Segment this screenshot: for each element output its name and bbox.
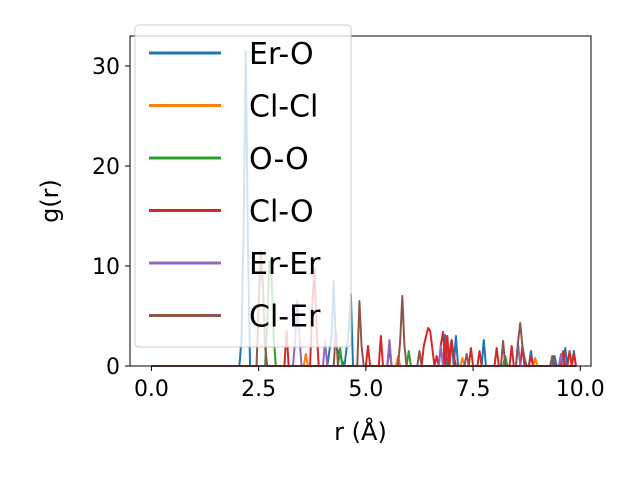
x-axis-label: r (Å) [334,417,387,446]
legend-label-er-er: Er-Er [249,247,321,282]
legend-label-cl-er: Cl-Er [249,300,321,335]
legend: Er-O Cl-Cl O-O Cl-O Er-Er Cl-Er [134,24,352,348]
x-tick-label: 2.5 [241,377,276,402]
y-axis-label: g(r) [36,179,64,223]
legend-label-cl-cl: Cl-Cl [249,90,318,125]
legend-label-cl-o: Cl-O [249,195,314,230]
y-tick-label: 30 [92,55,120,80]
legend-label-o-o: O-O [249,142,309,177]
y-axis: 0 10 20 30 [92,55,130,380]
plot-frame [129,35,592,367]
legend-label-er-o: Er-O [249,37,314,72]
y-tick-label: 0 [106,355,120,380]
x-tick-label: 7.5 [456,377,491,402]
x-axis: 0.0 2.5 5.0 7.5 10.0 [134,366,605,402]
x-tick-label: 0.0 [134,377,169,402]
y-tick-label: 20 [92,155,120,180]
x-tick-label: 5.0 [348,377,383,402]
y-tick-label: 10 [92,255,120,280]
x-tick-label: 10.0 [556,377,605,402]
